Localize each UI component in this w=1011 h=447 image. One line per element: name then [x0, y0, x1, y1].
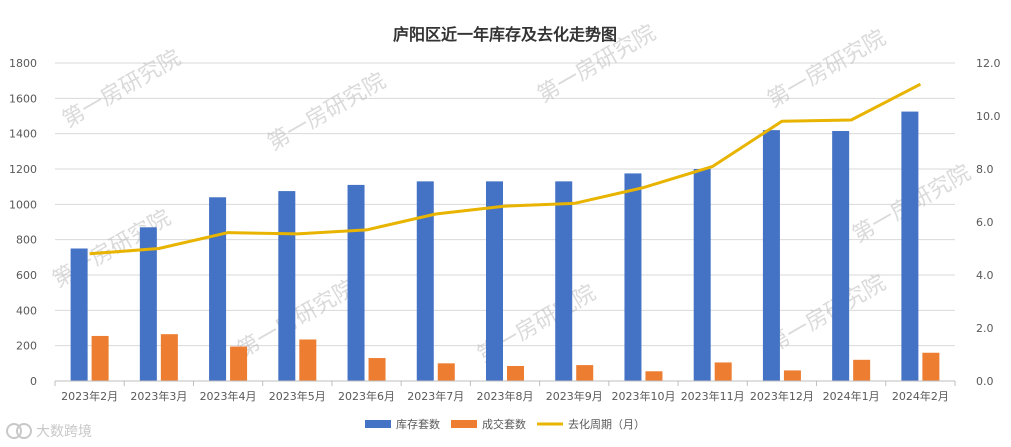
x-tick-label: 2023年3月 — [130, 389, 187, 403]
bar-inventory — [624, 173, 642, 381]
legend-swatch-inventory — [365, 420, 391, 428]
x-tick-label: 2024年1月 — [823, 389, 880, 403]
y-left-tick-label: 1200 — [9, 163, 37, 176]
x-tick-label: 2023年11月 — [681, 389, 745, 403]
y-right-tick-label: 10.0 — [976, 110, 1001, 123]
x-tick-label: 2024年2月 — [892, 389, 949, 403]
bar-inventory — [209, 197, 227, 381]
y-right-tick-label: 2.0 — [976, 322, 994, 335]
y-left-tick-label: 1600 — [9, 92, 37, 105]
x-tick-label: 2023年7月 — [407, 389, 464, 403]
bar-sales — [853, 359, 871, 381]
line-destocking-cycle — [89, 82, 922, 256]
x-tick-label: 2023年2月 — [61, 389, 118, 403]
y-right-tick-label: 6.0 — [976, 216, 994, 229]
bar-sales — [922, 352, 940, 381]
bar-sales — [299, 339, 317, 381]
y-right-tick-label: 12.0 — [976, 57, 1001, 70]
y-right-tick-label: 0.0 — [976, 375, 994, 388]
y-left-tick-label: 1800 — [9, 57, 37, 70]
bar-inventory — [347, 184, 365, 381]
legend-swatch-sales — [451, 420, 477, 428]
bar-sales — [783, 370, 801, 381]
x-tick-label: 2023年6月 — [338, 389, 395, 403]
bar-sales — [507, 365, 524, 381]
bar-inventory — [70, 248, 88, 381]
axes-layer: 0 200 400 600 800 1000 1200 1400 1600 1800 0.0 2.0 4… — [9, 57, 1001, 403]
logo-text: 大数跨境 — [36, 424, 92, 440]
bar-sales — [576, 365, 594, 381]
logo-icon — [6, 423, 32, 439]
x-tick-label: 2023年9月 — [546, 389, 603, 403]
x-tick-label: 2023年12月 — [750, 389, 814, 403]
x-tick-label: 2023年5月 — [269, 389, 326, 403]
y-right-tick-label: 4.0 — [976, 269, 994, 282]
legend-label-inventory: 库存套数 — [396, 417, 440, 431]
bar-sales — [714, 362, 732, 381]
bar-inventory — [762, 130, 780, 381]
legend-label-sales: 成交套数 — [482, 417, 526, 431]
y-left-tick-label: 600 — [16, 269, 37, 282]
bar-inventory — [486, 181, 503, 381]
line-layer — [89, 82, 922, 256]
y-left-tick-label: 800 — [16, 234, 37, 247]
logo: 大数跨境 — [6, 423, 92, 440]
legend-label-cycle: 去化周期（月） — [568, 417, 645, 431]
x-tick-label: 2023年8月 — [477, 389, 534, 403]
x-tick-label: 2023年10月 — [611, 389, 675, 403]
chart-title: 庐阳区近一年库存及去化走势图 — [393, 25, 617, 44]
bar-sales — [368, 358, 386, 381]
y-right-tick-label: 8.0 — [976, 163, 994, 176]
bar-sales — [160, 334, 178, 381]
y-left-tick-label: 1400 — [9, 128, 37, 141]
bar-sales — [437, 363, 455, 381]
legend: 库存套数 成交套数 去化周期（月） — [365, 417, 645, 431]
gridlines — [55, 62, 955, 347]
y-left-tick-label: 0 — [30, 375, 37, 388]
bar-sales — [645, 371, 663, 381]
bar-sales — [91, 335, 109, 381]
x-tick-label: 2023年4月 — [200, 389, 257, 403]
bar-inventory — [832, 131, 850, 381]
bar-inventory — [693, 169, 711, 381]
bar-inventory — [901, 111, 919, 381]
bar-inventory — [555, 181, 573, 381]
bar-inventory — [278, 191, 296, 381]
y-left-tick-label: 200 — [16, 340, 37, 353]
y-left-tick-label: 1000 — [9, 198, 37, 211]
bar-inventory — [139, 227, 157, 381]
bar-sales — [230, 346, 248, 381]
y-left-tick-label: 400 — [16, 304, 37, 317]
bar-inventory — [416, 181, 434, 381]
bars-layer — [70, 111, 940, 381]
